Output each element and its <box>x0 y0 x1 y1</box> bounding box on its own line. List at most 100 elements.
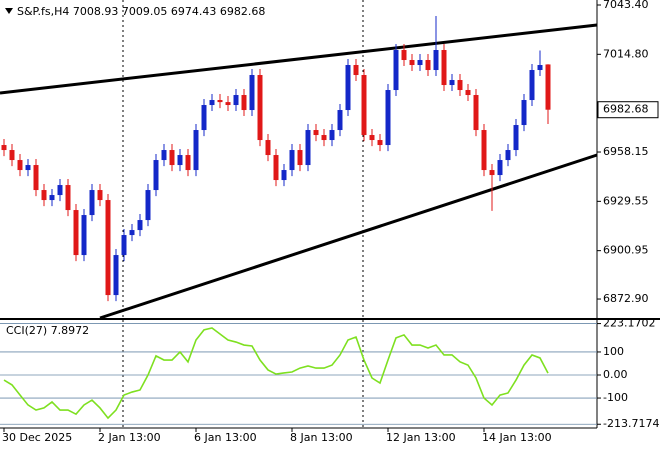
candle-body <box>137 220 143 231</box>
y-tick-label: 0.00 <box>603 368 628 381</box>
candle-body <box>209 100 215 106</box>
candle-body <box>521 100 527 126</box>
y-tick-label: 100 <box>603 345 624 358</box>
candle-body <box>281 170 287 181</box>
candle-body <box>473 95 479 131</box>
y-tick-label: -100 <box>603 391 628 404</box>
candle-body <box>201 105 207 131</box>
x-tick-label: 12 Jan 13:00 <box>386 431 456 444</box>
candle-body <box>433 50 439 71</box>
y-tick-label: 6872.90 <box>603 292 649 305</box>
candle-body <box>257 75 263 141</box>
y-tick-label: 7014.80 <box>603 47 649 60</box>
candle-body <box>545 64 551 110</box>
price-label: 6982.68 <box>603 103 649 116</box>
candle-body <box>337 110 343 131</box>
indicator-header: CCI(27) 7.8972 <box>6 324 89 337</box>
candle-body <box>153 160 159 191</box>
candle-body <box>73 210 79 256</box>
indicator-name: CCI(27) <box>6 324 47 337</box>
candle-body <box>169 150 175 166</box>
candle-body <box>113 255 119 296</box>
candle-body <box>417 60 423 66</box>
x-tick-label: 6 Jan 13:00 <box>194 431 257 444</box>
candle-body <box>457 80 463 91</box>
candle-body <box>505 150 511 161</box>
candle-body <box>425 60 431 71</box>
candle-body <box>161 150 167 161</box>
candle-body <box>185 155 191 171</box>
y-tick-label: -213.7174 <box>603 417 659 430</box>
y-tick-label: 6900.95 <box>603 244 649 257</box>
candle-body <box>49 195 55 201</box>
candle-body <box>409 60 415 66</box>
candle-body <box>25 165 31 171</box>
candle-body <box>249 75 255 111</box>
candle-body <box>129 230 135 236</box>
symbol: S&P.fs,H4 <box>17 5 69 18</box>
candle-body <box>57 185 63 196</box>
x-tick-label: 8 Jan 13:00 <box>290 431 353 444</box>
candle-body <box>65 185 71 211</box>
trend-line <box>99 153 598 320</box>
candle-body <box>217 100 223 103</box>
candle-body <box>329 130 335 141</box>
candle-body <box>465 90 471 96</box>
candle-body <box>105 200 111 296</box>
collapse-icon <box>5 8 13 14</box>
candle-body <box>529 70 535 101</box>
y-tick-label: 6929.55 <box>603 194 649 207</box>
candle-body <box>377 140 383 146</box>
candle-body <box>361 75 367 136</box>
candle-body <box>393 50 399 91</box>
y-tick-label: 6958.15 <box>603 145 649 158</box>
close: 6982.68 <box>220 5 266 18</box>
candle-body <box>225 102 231 106</box>
y-tick-label: 7043.40 <box>603 0 649 11</box>
indicator-value: 7.8972 <box>51 324 90 337</box>
candle-body <box>17 160 23 171</box>
header: S&P.fs,H4 7008.93 7009.05 6974.43 6982.6… <box>17 5 265 18</box>
candle-body <box>401 50 407 61</box>
cci-line <box>3 327 549 420</box>
candle-body <box>273 155 279 181</box>
candle-body <box>305 130 311 166</box>
candle-body <box>145 190 151 221</box>
candle-body <box>177 155 183 166</box>
x-tick-label: 30 Dec 2025 <box>2 431 72 444</box>
candle-body <box>313 130 319 136</box>
candle-body <box>297 150 303 166</box>
candle-body <box>193 130 199 171</box>
candle-body <box>265 140 271 156</box>
candle-body <box>321 135 327 141</box>
candle-body <box>449 80 455 86</box>
candle-body <box>489 170 495 176</box>
candle-body <box>1 145 7 151</box>
high: 7009.05 <box>122 5 168 18</box>
candle-body <box>121 235 127 256</box>
candle-body <box>233 95 239 106</box>
candle-body <box>369 135 375 141</box>
price-label-box <box>597 101 659 119</box>
candle-body <box>537 65 543 71</box>
candle-body <box>33 165 39 191</box>
open: 7008.93 <box>73 5 119 18</box>
x-tick-label: 2 Jan 13:00 <box>98 431 161 444</box>
candle-body <box>241 95 247 111</box>
candle-body <box>41 190 47 201</box>
candle-body <box>513 125 519 151</box>
candle-body <box>345 65 351 111</box>
candle-body <box>89 190 95 216</box>
candle-body <box>441 50 447 86</box>
candle-body <box>289 150 295 171</box>
x-tick-label: 14 Jan 13:00 <box>482 431 552 444</box>
candle-body <box>353 65 359 76</box>
candle-body <box>481 130 487 171</box>
candle-body <box>385 90 391 146</box>
y-tick-label: 223.1702 <box>603 317 656 330</box>
trend-line <box>0 23 598 95</box>
candle-body <box>81 215 87 256</box>
